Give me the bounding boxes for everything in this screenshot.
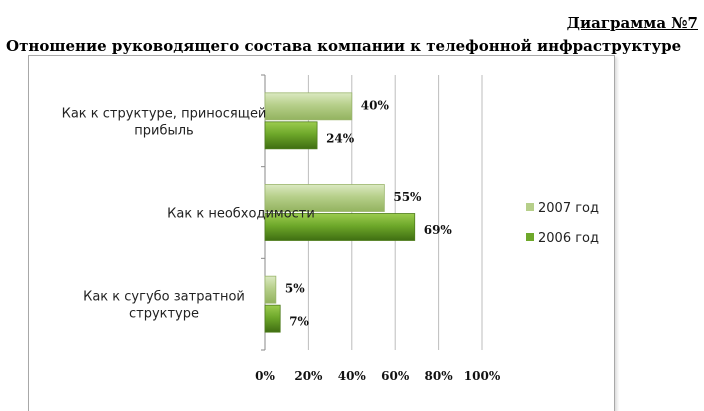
x-tick-label: 0%	[255, 369, 275, 383]
legend-swatch-2006	[526, 233, 534, 241]
diagram-number: Диаграмма №7	[566, 14, 698, 32]
category-label: Как к необходимости	[167, 207, 315, 222]
data-label: 55%	[393, 190, 422, 204]
x-tick-label: 80%	[425, 369, 454, 383]
x-tick-label: 20%	[294, 369, 323, 383]
bar-2006-cat0	[264, 121, 318, 150]
data-label: 5%	[285, 282, 305, 296]
data-label: 69%	[424, 223, 453, 237]
bar-2007-cat1	[264, 184, 385, 212]
category-label: Как к сугубо затратной	[83, 290, 245, 305]
legend-label: 2006 год	[538, 231, 599, 246]
x-tick-label: 100%	[464, 369, 501, 383]
bar-2006-cat1	[264, 213, 416, 241]
legend-label: 2007 год	[538, 201, 599, 216]
data-label: 40%	[361, 98, 390, 112]
bar-2007-cat2	[264, 275, 277, 304]
data-label: 7%	[289, 315, 309, 329]
legend-swatch-2007	[526, 203, 534, 211]
category-label: Как к структуре, приносящей	[62, 106, 267, 121]
category-label: структуре	[129, 307, 199, 322]
bar-2007-cat0	[264, 92, 353, 121]
data-label: 24%	[326, 131, 355, 145]
chart-title: Отношение руководящего состава компании …	[6, 37, 682, 55]
x-tick-label: 40%	[338, 369, 367, 383]
bar-2006-cat2	[264, 304, 281, 333]
x-tick-label: 60%	[381, 369, 410, 383]
category-label: прибыль	[134, 123, 193, 138]
